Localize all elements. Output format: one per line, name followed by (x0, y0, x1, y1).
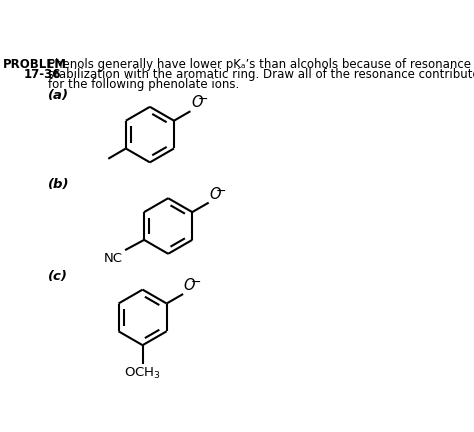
Text: 17-36: 17-36 (23, 68, 61, 81)
Text: O: O (184, 278, 195, 293)
Text: PROBLEM: PROBLEM (3, 58, 67, 71)
Text: (a): (a) (48, 89, 69, 102)
Text: OCH$_3$: OCH$_3$ (124, 366, 161, 381)
Text: (c): (c) (48, 270, 68, 283)
Text: O: O (191, 95, 203, 111)
Text: Phenols generally have lower pKₐ’s than alcohols because of resonance: Phenols generally have lower pKₐ’s than … (48, 58, 471, 71)
Text: O: O (210, 187, 221, 202)
Text: for the following phenolate ions.: for the following phenolate ions. (48, 78, 239, 91)
Text: (b): (b) (48, 178, 70, 191)
Text: stabilization with the aromatic ring. Draw all of the resonance contributors: stabilization with the aromatic ring. Dr… (48, 68, 474, 81)
Text: −: − (216, 184, 227, 197)
Text: −: − (191, 276, 201, 289)
Text: NC: NC (104, 252, 123, 265)
Text: −: − (198, 93, 208, 106)
